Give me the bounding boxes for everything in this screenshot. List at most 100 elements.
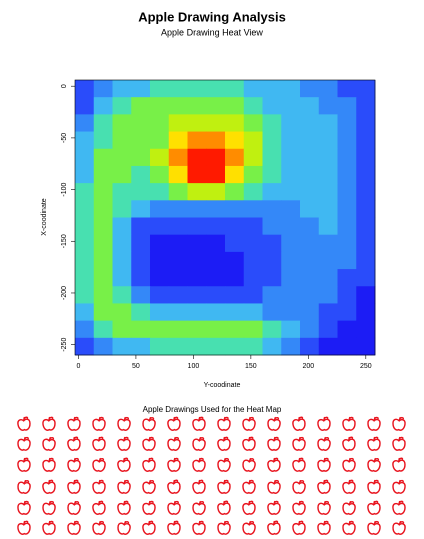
- gallery-title: Apple Drawings Used for the Heat Map: [143, 405, 282, 414]
- heat-cell: [112, 183, 132, 201]
- heat-cell: [318, 165, 338, 184]
- heat-cell: [168, 217, 188, 236]
- heat-cell: [300, 269, 320, 287]
- heat-cell: [281, 97, 301, 115]
- heat-cell: [206, 131, 226, 150]
- heat-cell: [318, 80, 338, 98]
- heat-cell: [337, 200, 357, 218]
- heat-cell: [75, 269, 95, 287]
- heat-cell: [187, 131, 207, 150]
- heat-cell: [243, 337, 263, 356]
- apple-drawing: [366, 500, 382, 516]
- heat-cell: [75, 165, 95, 184]
- heat-cell: [75, 114, 95, 132]
- heat-cell: [206, 337, 226, 356]
- apple-drawing: [216, 500, 232, 516]
- heat-cell: [356, 337, 376, 356]
- apple-drawing: [192, 520, 206, 535]
- apple-drawing: [316, 500, 332, 516]
- heat-cell: [187, 320, 207, 339]
- heat-cell: [131, 131, 151, 150]
- heat-cell: [262, 217, 282, 236]
- heat-cell: [300, 320, 320, 339]
- apple-drawing: [291, 520, 307, 536]
- x-tick-label: 200: [302, 363, 314, 370]
- apple-drawing: [117, 436, 131, 451]
- apple-drawing: [166, 479, 182, 495]
- heat-cell: [131, 200, 151, 218]
- apple-drawing: [67, 479, 81, 495]
- heat-cell: [337, 114, 357, 132]
- heat-cell: [243, 200, 263, 218]
- heat-cell: [187, 114, 207, 132]
- heat-cell: [243, 97, 263, 115]
- apple-drawing: [142, 436, 156, 451]
- heat-cell: [168, 320, 188, 339]
- apple-drawing: [141, 416, 157, 432]
- heat-cell: [225, 200, 245, 218]
- heat-cell: [225, 234, 245, 253]
- heat-cell: [206, 148, 226, 167]
- heat-cell: [318, 148, 338, 167]
- heat-cell: [337, 320, 357, 339]
- heat-cell: [112, 148, 132, 167]
- y-axis-label: X-coodinate: [41, 198, 48, 235]
- x-tick-label: 150: [245, 363, 257, 370]
- heat-cell: [225, 114, 245, 132]
- heat-cell: [225, 251, 245, 270]
- apple-drawing: [342, 457, 356, 473]
- heat-cell: [168, 114, 188, 132]
- heat-cell: [75, 286, 95, 304]
- heat-cell: [93, 320, 113, 339]
- apple-drawing: [117, 500, 131, 516]
- heat-cell: [187, 251, 207, 270]
- y-tick-label: 0: [61, 84, 68, 88]
- heat-cell: [281, 269, 301, 287]
- apple-drawing: [267, 500, 281, 515]
- heat-cell: [262, 131, 282, 150]
- heat-cell: [337, 165, 357, 184]
- heat-cell: [206, 200, 226, 218]
- heat-cell: [206, 320, 226, 339]
- apple-drawing: [241, 500, 257, 516]
- heat-cell: [300, 234, 320, 253]
- apple-drawing: [391, 416, 407, 432]
- heat-cell: [93, 165, 113, 184]
- heat-cell: [150, 234, 170, 253]
- apple-drawing: [16, 416, 32, 432]
- heat-cell: [225, 286, 245, 304]
- apple-drawing: [91, 436, 107, 452]
- heat-cell: [131, 97, 151, 115]
- heat-cell: [93, 148, 113, 167]
- apple-drawing: [116, 457, 132, 473]
- apple-drawing: [116, 520, 132, 536]
- apple-drawing: [242, 479, 256, 494]
- heat-cell: [243, 286, 263, 304]
- heat-cell: [168, 148, 188, 167]
- heat-cell: [262, 337, 282, 356]
- apple-drawing: [167, 500, 181, 516]
- apple-drawing: [292, 436, 306, 452]
- heat-cell: [187, 165, 207, 184]
- heat-cell: [187, 97, 207, 115]
- heat-cell: [168, 183, 188, 201]
- heat-cell: [93, 251, 113, 270]
- heat-cell: [243, 148, 263, 167]
- apple-drawing: [91, 457, 107, 473]
- heat-cell: [300, 131, 320, 150]
- heat-cell: [262, 251, 282, 270]
- heat-cell: [300, 97, 320, 115]
- heat-cell: [300, 114, 320, 132]
- heat-cell: [206, 269, 226, 287]
- heat-cell: [225, 183, 245, 201]
- y-tick-label: -100: [61, 182, 68, 196]
- apple-drawing: [366, 520, 382, 536]
- heat-cell: [337, 286, 357, 304]
- heat-cell: [131, 80, 151, 98]
- heat-cell: [243, 131, 263, 150]
- heat-cell: [206, 251, 226, 270]
- heat-cell: [318, 200, 338, 218]
- heat-cell: [150, 200, 170, 218]
- heat-cell: [262, 183, 282, 201]
